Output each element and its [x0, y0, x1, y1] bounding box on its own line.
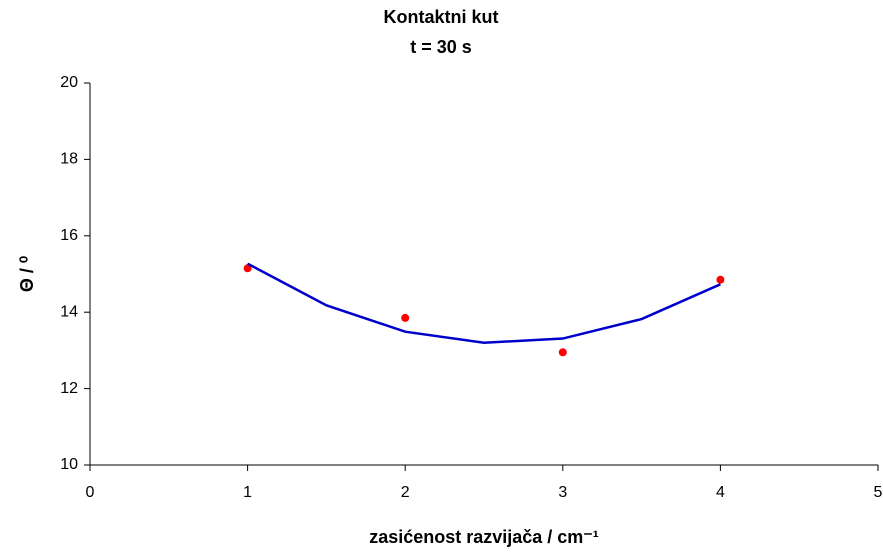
x-axis-title: zasićenost razvijača / cm⁻¹: [369, 527, 599, 547]
x-tick-label: 5: [874, 484, 883, 501]
data-point: [558, 348, 567, 357]
fit-line: [247, 262, 721, 345]
data-point: [716, 275, 725, 284]
x-tick-label: 0: [86, 484, 95, 501]
y-tick-label: 16: [60, 227, 78, 244]
data-point: [401, 313, 410, 322]
x-tick-label: 2: [401, 484, 410, 501]
y-tick-label: 20: [60, 74, 78, 91]
chart-subtitle: t = 30 s: [410, 37, 472, 57]
y-axis-title: Θ / ⁰: [17, 256, 37, 292]
x-tick-label: 3: [558, 484, 567, 501]
data-point: [243, 264, 252, 273]
y-tick-label: 10: [60, 456, 78, 473]
chart-title: Kontaktni kut: [384, 7, 499, 27]
y-tick-label: 12: [60, 380, 78, 397]
y-tick-label: 18: [60, 151, 78, 168]
x-tick-label: 1: [243, 484, 252, 501]
y-tick-label: 14: [60, 303, 78, 320]
x-tick-label: 4: [716, 484, 725, 501]
